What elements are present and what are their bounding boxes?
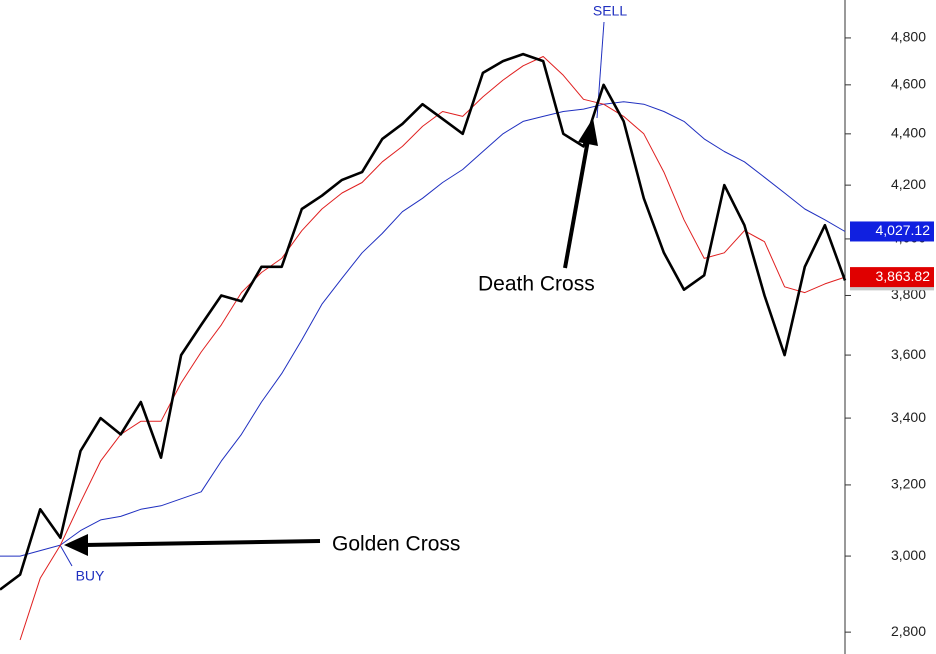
price-badge [850,221,934,242]
y-tick-label: 2,800 [891,623,926,639]
series-line [0,52,847,591]
buy-marker [59,544,73,567]
series-line [0,101,846,557]
price-badge [850,267,934,288]
price-badge-label: 4,027.12 [876,222,931,238]
y-tick-label: 3,000 [891,547,926,563]
buy-label: BUY [76,568,105,584]
y-tick-label: 3,200 [891,476,926,492]
y-tick-label: 3,400 [891,409,926,425]
y-tick-label: 3,600 [891,346,926,362]
y-tick-label: 4,600 [891,76,926,92]
sell-label: SELL [593,3,627,19]
y-tick-label: 4,400 [891,125,926,141]
price-badge-label: 3,863.82 [876,268,931,284]
y-tick-label: 4,800 [891,29,926,45]
golden-cross-label: Golden Cross [332,533,460,556]
golden-arrowhead [64,534,88,556]
death-cross-label: Death Cross [478,273,595,296]
golden-arrow [84,539,321,547]
death-arrow [563,139,590,269]
y-tick-label: 4,200 [891,176,926,192]
